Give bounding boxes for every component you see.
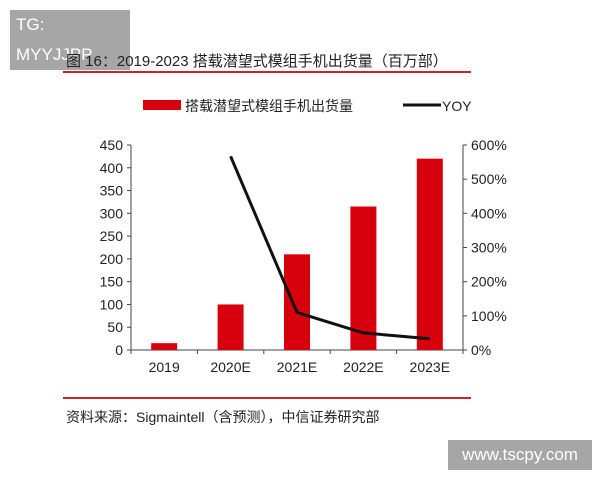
title-divider bbox=[63, 71, 471, 73]
watermark-top-left: TG: MYYJJPP bbox=[10, 10, 130, 70]
left-tick-label: 250 bbox=[100, 228, 124, 244]
bar-2020E bbox=[217, 304, 244, 350]
bar-2019 bbox=[151, 343, 178, 350]
right-tick-label: 500% bbox=[471, 171, 507, 187]
left-tick-label: 0 bbox=[115, 342, 123, 358]
right-tick-label: 600% bbox=[471, 137, 507, 153]
left-tick-label: 400 bbox=[100, 160, 124, 176]
bar-2022E bbox=[350, 206, 377, 350]
source-note: 资料来源：Sigmaintell（含预测），中信证券研究部 bbox=[66, 409, 380, 425]
yoy-line bbox=[229, 155, 430, 341]
x-tick-label: 2021E bbox=[277, 359, 317, 375]
left-tick-label: 450 bbox=[100, 137, 124, 153]
x-tick-label: 2019 bbox=[149, 359, 180, 375]
left-tick-label: 350 bbox=[100, 183, 124, 199]
legend-line-label: YOY bbox=[442, 98, 472, 114]
x-tick-label: 2023E bbox=[410, 359, 450, 375]
right-tick-label: 300% bbox=[471, 240, 507, 256]
right-tick-label: 200% bbox=[471, 274, 507, 290]
left-tick-label: 50 bbox=[107, 319, 123, 335]
x-tick-label: 2020E bbox=[210, 359, 250, 375]
watermark-bottom-right: www.tscpy.com bbox=[448, 440, 592, 470]
legend-bar-swatch bbox=[143, 100, 181, 110]
left-tick-label: 100 bbox=[100, 296, 124, 312]
x-tick-label: 2022E bbox=[343, 359, 383, 375]
bar-2021E bbox=[284, 254, 310, 350]
left-tick-label: 300 bbox=[100, 205, 124, 221]
legend-bar-label: 搭载潜望式模组手机出货量 bbox=[185, 98, 353, 114]
right-tick-label: 100% bbox=[471, 308, 507, 324]
right-tick-label: 400% bbox=[471, 205, 507, 221]
figure-title: 图 16：2019-2023 搭载潜望式模组手机出货量（百万部） bbox=[66, 53, 448, 70]
bar-2023E bbox=[416, 158, 443, 350]
source-divider bbox=[63, 397, 471, 399]
right-tick-label: 0% bbox=[471, 342, 491, 358]
left-tick-label: 150 bbox=[100, 274, 124, 290]
left-tick-label: 200 bbox=[100, 251, 124, 267]
